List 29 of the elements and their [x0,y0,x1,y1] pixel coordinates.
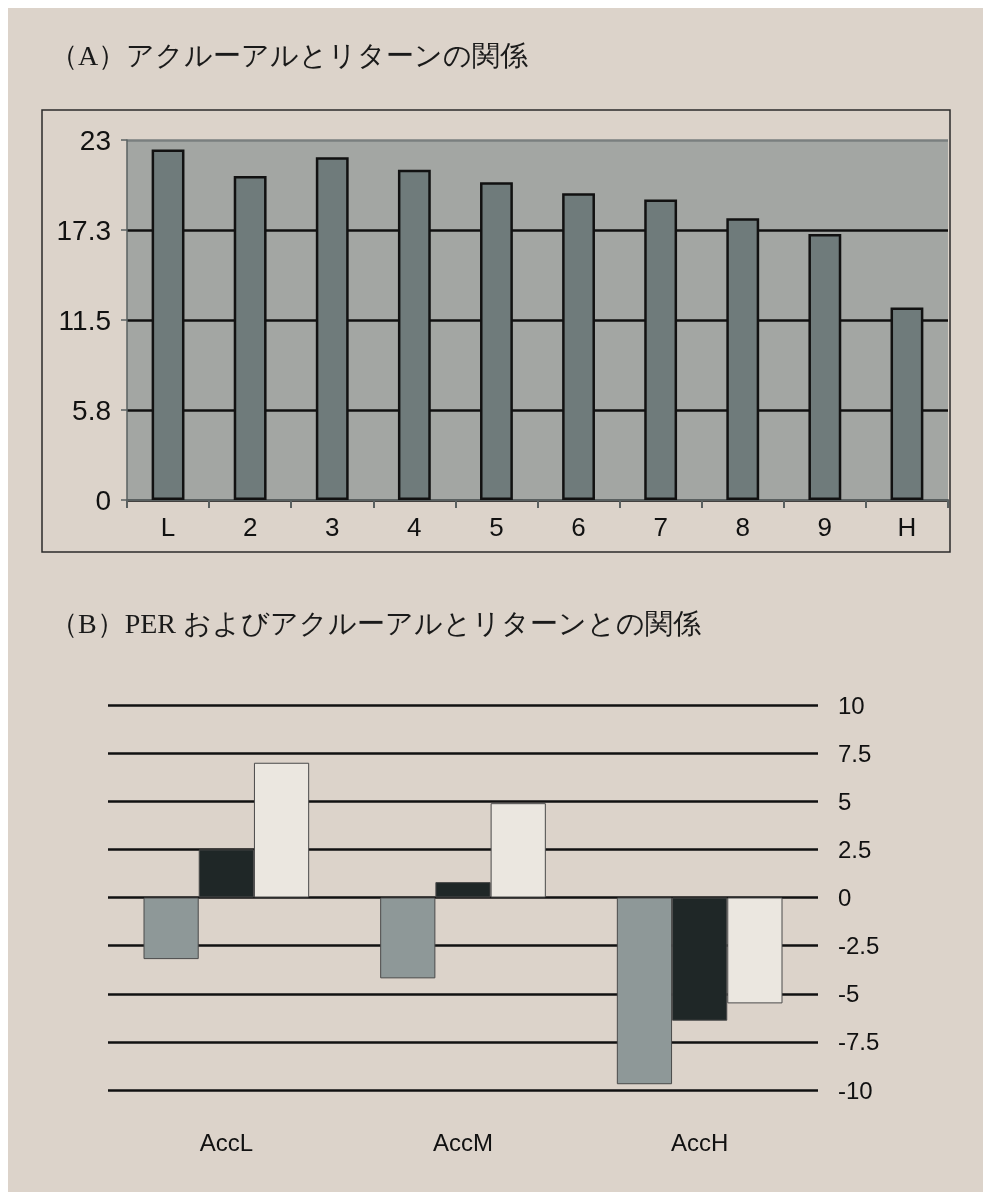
y-tick-label: 5.8 [72,394,111,426]
y-tick-label: 2.5 [838,835,872,863]
y-tick-label: -7.5 [838,1028,880,1056]
chart-title: （A）アクルーアルとリターンの関係 [50,39,529,71]
x-tick-label: AccM [433,1128,493,1156]
x-tick-label: AccL [199,1128,254,1156]
x-tick-label: 9 [817,512,833,542]
x-tick-label: 2 [242,512,258,542]
x-tick-label: H [897,512,917,542]
x-tick-label: 4 [407,512,422,542]
x-tick-label: L [160,512,176,542]
y-tick-label: 11.5 [58,304,111,336]
chart-title: （B）PER およびアクルーアルとリターンとの関係 [50,607,702,639]
y-tick-label: 0 [838,884,852,911]
x-tick-label: 3 [325,512,340,542]
y-tick-label: -10 [838,1076,873,1104]
x-tick-label: 5 [489,512,504,542]
y-tick-label: 23 [79,124,111,156]
y-tick-label: 7.5 [838,739,872,767]
y-tick-label: -2.5 [838,932,880,960]
y-tick-label: -5 [838,980,860,1008]
x-tick-label: 6 [571,512,586,542]
x-tick-label: 7 [653,512,668,542]
y-tick-label: 17.3 [56,214,111,246]
y-tick-label: 5 [838,787,852,815]
x-tick-label: 8 [735,512,750,542]
y-tick-label: 0 [95,484,111,516]
x-tick-label: AccH [670,1128,729,1156]
y-tick-label: 10 [838,691,865,719]
